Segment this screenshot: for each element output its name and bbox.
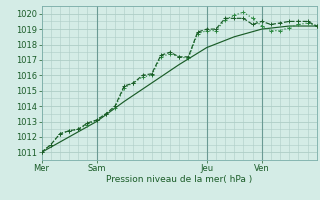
X-axis label: Pression niveau de la mer( hPa ): Pression niveau de la mer( hPa ) — [106, 175, 252, 184]
